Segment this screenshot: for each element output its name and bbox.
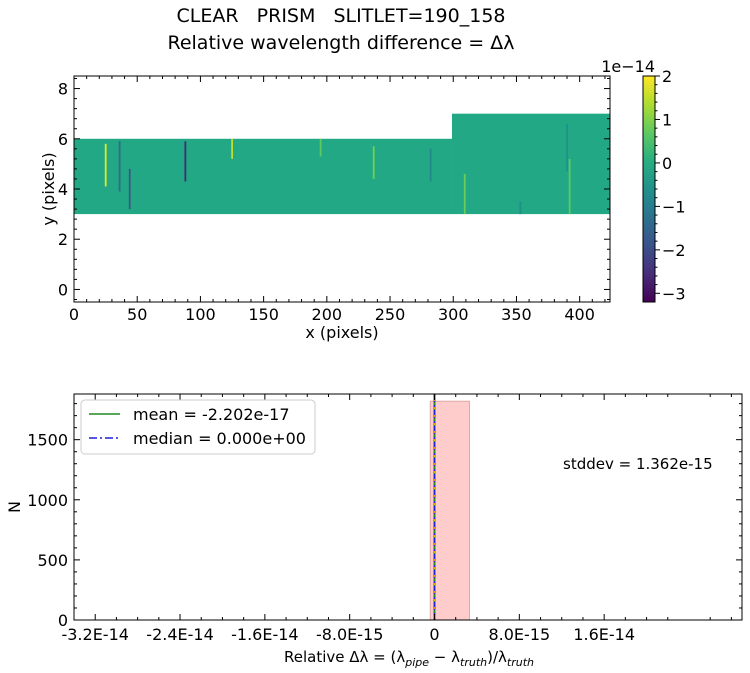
colorbar: 2 1 0 −1 −2 −3 1e−14 [601,57,685,303]
x-tick-label: 0 [69,305,79,324]
heatmap-streak [519,201,522,215]
hist-y-axis-label: N [5,501,24,513]
hist-x-tick-label: -2.4E-14 [146,625,213,644]
heatmap-data [74,113,610,215]
legend: mean = -2.202e-17 median = 0.000e+00 [80,399,316,455]
legend-median-label: median = 0.000e+00 [133,429,306,448]
heatmap-streak [128,168,131,210]
heatmap-streak [231,138,234,159]
heatmap-streak [568,158,571,215]
x-axis-label: x (pixels) [305,323,378,342]
histogram-bar [429,400,470,620]
x-tick-label: 200 [312,305,343,324]
hist-x-tick-label: -1.6E-14 [231,625,298,644]
heatmap-streak [566,123,569,172]
hist-x-axis-label: Relative Δλ = (λpipe − λtruth)/λtruth [284,648,534,669]
x-tick-label: 400 [564,305,595,324]
hist-y-tick-label: 1000 [27,491,68,510]
histogram-data [429,394,470,620]
heatmap-streak [463,173,466,215]
colorbar-gradient [643,76,655,302]
figure-title-line1: CLEAR PRISM SLITLET=190_158 [176,5,505,27]
y-tick-label: 6 [58,130,68,149]
x-tick-label: 300 [438,305,469,324]
heatmap-streak [429,148,432,182]
hist-x-tick-label: 8.0E-15 [488,625,550,644]
histogram-plot: -3.2E-14 -2.4E-14 -1.6E-14 -8.0E-15 0 8.0E-15… [5,393,743,669]
legend-mean-label: mean = -2.202e-17 [133,405,290,424]
legend-box [80,399,316,455]
x-tick-label: 100 [185,305,216,324]
hist-x-tick-label: 1.6E-14 [573,625,635,644]
heatmap-plot: 0 50 100 150 200 250 300 350 400 0 2 4 6 8 x (pixels) y… [39,75,611,342]
heatmap-streak [184,141,187,182]
colorbar-tick-label: −3 [662,284,686,303]
x-tick-label: 350 [501,305,532,324]
y-tick-label: 4 [58,180,68,199]
heatmap-streak [104,143,107,187]
hist-y-tick-label: 500 [37,551,68,570]
colorbar-scale-label: 1e−14 [601,57,655,76]
colorbar-tick-label: −1 [662,197,686,216]
heatmap-region [451,113,610,215]
heatmap-region [74,138,452,215]
x-tick-label: 50 [127,305,147,324]
hist-y-tick-label: 1500 [27,431,68,450]
histogram-frame [73,393,743,621]
colorbar-tick-label: −2 [662,241,686,260]
y-tick-label: 8 [58,80,68,99]
hist-x-tick-label: -3.2E-14 [61,625,128,644]
colorbar-tick-label: 1 [662,110,672,129]
hist-x-tick-label: -8.0E-15 [316,625,383,644]
y-tick-label: 2 [58,230,68,249]
colorbar-tick-label: 2 [662,67,672,86]
heatmap-streak [118,141,121,192]
x-tick-label: 250 [375,305,406,324]
figure-title-line2: Relative wavelength difference = Δλ [167,32,514,54]
hist-x-tick-label: 0 [429,625,439,644]
y-tick-label: 0 [58,280,68,299]
colorbar-tick-label: 0 [662,154,672,173]
x-tick-label: 150 [248,305,279,324]
heatmap-streak [319,138,322,157]
y-axis-label: y (pixels) [39,152,58,225]
hist-y-tick-label: 0 [58,611,68,630]
heatmap-streak [372,146,375,179]
stddev-annotation: stddev = 1.362e-15 [563,455,713,473]
